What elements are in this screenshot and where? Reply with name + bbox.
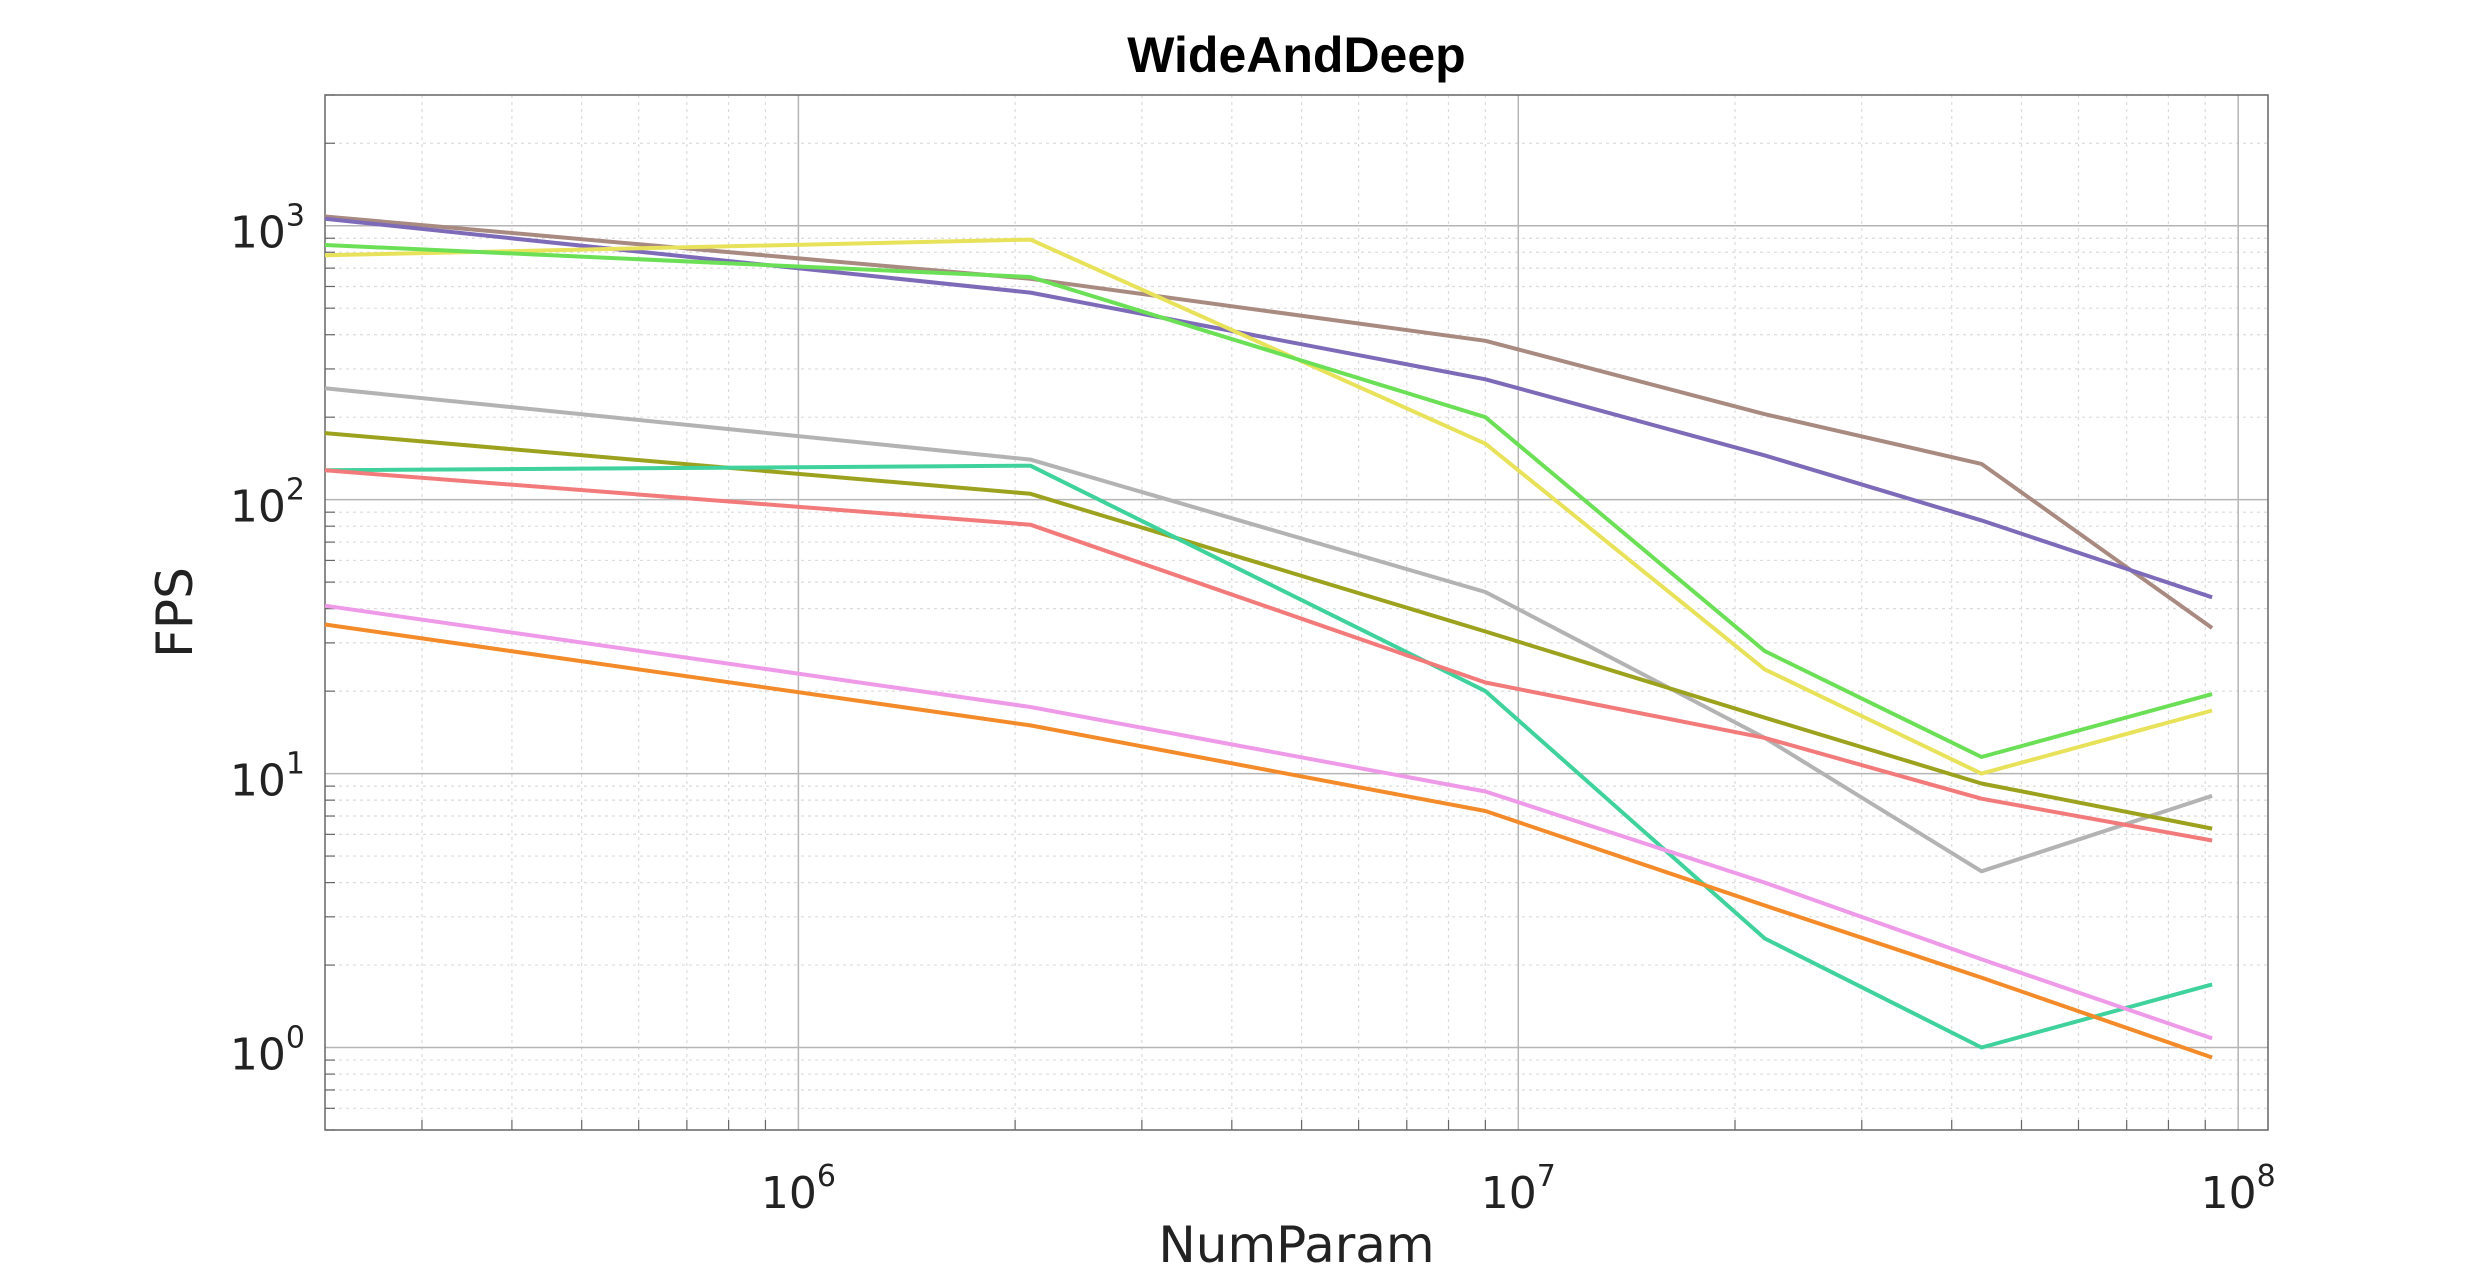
series-line-6 [324, 431, 2213, 831]
y-axis-label: FPS [146, 567, 204, 658]
series-line-8 [324, 468, 2213, 843]
series-line-3 [324, 237, 2213, 776]
x-tick-labels: 106 107 108 [761, 1159, 2276, 1219]
y-tick-label: 103 [230, 199, 305, 259]
series-lines [324, 214, 2214, 1060]
chart-title: WideAndDeep [1127, 27, 1465, 83]
major-grid [325, 95, 2268, 1130]
series-line-10 [324, 622, 2213, 1060]
x-axis-label: NumParam [1158, 1216, 1434, 1274]
series-line-2 [324, 216, 2213, 600]
x-tick-label: 107 [1481, 1159, 1556, 1219]
x-tick-label: 106 [761, 1159, 836, 1219]
y-tick-label: 101 [230, 747, 305, 807]
series-line-7 [324, 463, 2213, 1050]
series-line-4 [324, 243, 2213, 759]
x-tick-label: 108 [2201, 1159, 2276, 1219]
minor-grid [325, 94, 2268, 1131]
y-tick-label: 100 [230, 1021, 305, 1081]
series-line-9 [324, 603, 2213, 1041]
y-tick-label: 102 [230, 473, 305, 533]
series-line-5 [324, 386, 2213, 874]
plot-frame [324, 94, 2269, 1131]
y-tick-labels: 100 101 102 103 [230, 199, 305, 1081]
series-line-1 [324, 214, 2214, 630]
